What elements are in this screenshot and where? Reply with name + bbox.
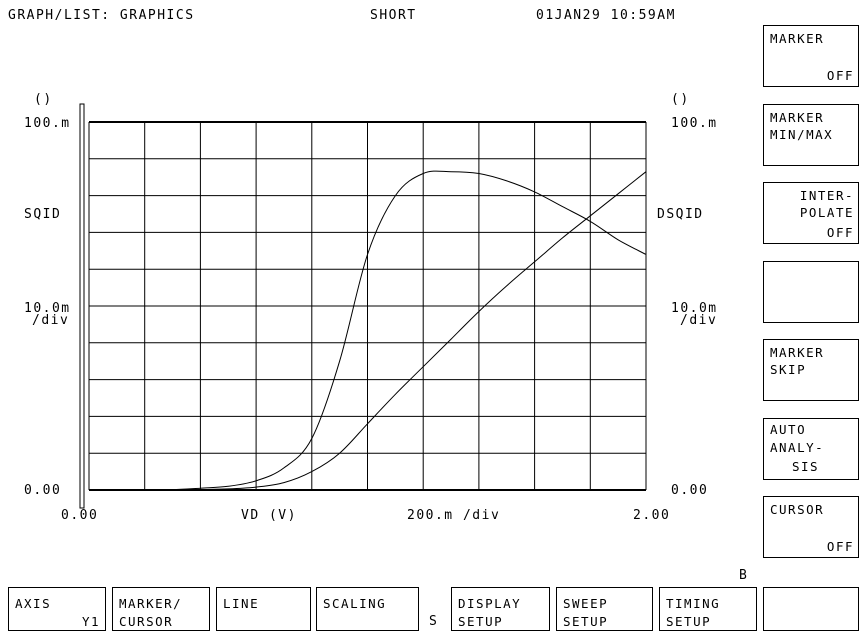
interpolate-softkey[interactable]: INTER- POLATE OFF (763, 182, 859, 244)
left-axis-label: SQID (24, 207, 62, 222)
auto-analysis-softkey[interactable]: AUTO ANALY- SIS (763, 418, 859, 480)
left-axis-min: 0.00 (24, 483, 62, 498)
right-axis-scale-div: /div (680, 313, 718, 328)
softkey-line2: SKIP (770, 362, 807, 377)
left-axis-unit: () (34, 92, 53, 107)
x-axis-max: 2.00 (633, 508, 671, 523)
datetime: 01JAN29 10:59AM (536, 8, 676, 23)
softkey-line1: MARKER (770, 31, 825, 46)
b-indicator: B (739, 568, 749, 583)
softkey-line2: MIN/MAX (770, 127, 834, 142)
x-axis-label: VD (V) (241, 508, 297, 523)
s-indicator: S (429, 614, 439, 629)
right-axis-unit: () (671, 92, 690, 107)
blank-bottom-softkey[interactable] (763, 587, 859, 631)
left-axis-max: 100.m (24, 116, 71, 131)
softkey-line2: Y1 (81, 614, 100, 629)
right-axis-label: DSQID (657, 207, 704, 222)
softkey-line2: SETUP (563, 614, 609, 629)
softkey-line2: CURSOR (119, 614, 174, 629)
softkey-line1: AXIS (15, 596, 52, 611)
right-axis-min: 0.00 (671, 483, 709, 498)
curve-dsqid (89, 171, 647, 491)
softkey-line1: SCALING (323, 596, 387, 611)
softkey-line1: AUTO (770, 422, 807, 437)
cursor-softkey[interactable]: CURSOR OFF (763, 496, 859, 558)
softkey-line2: SETUP (666, 614, 712, 629)
marker-skip-softkey[interactable]: MARKER SKIP (763, 339, 859, 401)
softkey-line2: POLATE (799, 205, 854, 220)
softkey-line1: LINE (223, 596, 260, 611)
marker-cursor-softkey[interactable]: MARKER/ CURSOR (112, 587, 210, 631)
marker-min-max-softkey[interactable]: MARKER MIN/MAX (763, 104, 859, 166)
softkey-line3: SIS (792, 459, 820, 474)
axis-y1-softkey[interactable]: AXIS Y1 (8, 587, 106, 631)
curve-sqid (89, 170, 647, 491)
mode-label: SHORT (370, 8, 417, 23)
blank-softkey[interactable] (763, 261, 859, 323)
line-softkey[interactable]: LINE (216, 587, 311, 631)
sweep-setup-softkey[interactable]: SWEEP SETUP (556, 587, 653, 631)
softkey-line3: OFF (826, 225, 854, 240)
softkey-line1: INTER- (799, 188, 854, 203)
softkey-line2: SETUP (458, 614, 504, 629)
softkey-line1: MARKER/ (119, 596, 183, 611)
marker-softkey[interactable]: MARKER OFF (763, 25, 859, 87)
right-axis-max: 100.m (671, 116, 718, 131)
softkey-line3: OFF (826, 68, 854, 83)
softkey-line1: DISPLAY (458, 596, 522, 611)
display-setup-softkey[interactable]: DISPLAY SETUP (451, 587, 550, 631)
softkey-line1: MARKER (770, 110, 825, 125)
softkey-line3: OFF (826, 539, 854, 554)
left-axis-scale: 10.0m (24, 301, 71, 316)
plot-grid (79, 103, 647, 509)
softkey-line1: MARKER (770, 345, 825, 360)
left-axis-scale-div: /div (32, 313, 70, 328)
screen-title: GRAPH/LIST: GRAPHICS (8, 8, 195, 23)
y1-axis-bar (79, 103, 85, 509)
scaling-softkey[interactable]: SCALING (316, 587, 419, 631)
x-axis-scale: 200.m /div (407, 508, 501, 523)
softkey-line1: CURSOR (770, 502, 825, 517)
timing-setup-softkey[interactable]: TIMING SETUP (659, 587, 757, 631)
softkey-line1: TIMING (666, 596, 721, 611)
right-axis-scale: 10.0m (671, 301, 718, 316)
x-axis-min: 0.00 (61, 508, 99, 523)
softkey-line2: ANALY- (770, 440, 825, 455)
softkey-line1: SWEEP (563, 596, 609, 611)
